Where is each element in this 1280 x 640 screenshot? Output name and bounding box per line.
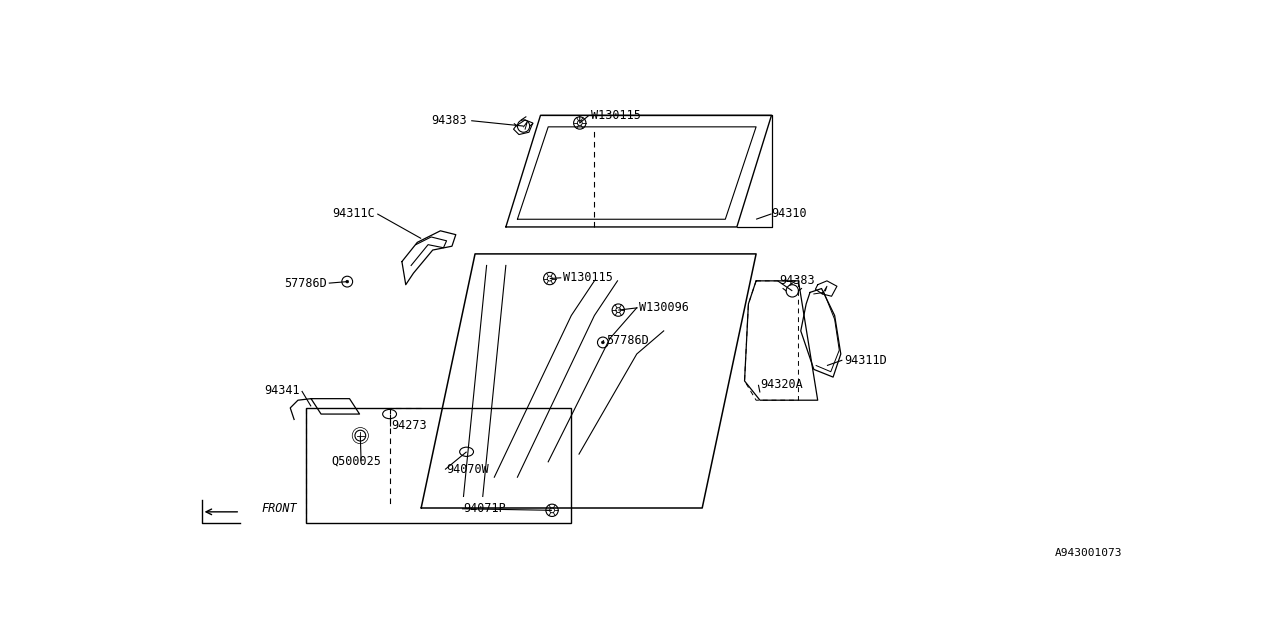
- Text: W130096: W130096: [639, 301, 689, 314]
- Text: W130115: W130115: [590, 109, 640, 122]
- Text: 94273: 94273: [392, 419, 426, 432]
- Text: 94383: 94383: [780, 275, 815, 287]
- Circle shape: [602, 341, 604, 344]
- Text: W130115: W130115: [563, 271, 613, 284]
- Text: 57786D: 57786D: [605, 333, 649, 347]
- Text: 94341: 94341: [265, 385, 301, 397]
- Text: 94070W: 94070W: [447, 463, 489, 476]
- Text: 94320A: 94320A: [760, 378, 803, 391]
- Text: 57786D: 57786D: [284, 276, 328, 290]
- Text: Q500025: Q500025: [332, 454, 381, 468]
- Text: 94311D: 94311D: [845, 354, 887, 367]
- Text: 94071P: 94071P: [463, 502, 507, 515]
- Text: FRONT: FRONT: [262, 502, 297, 515]
- Text: 94383: 94383: [431, 114, 467, 127]
- Circle shape: [346, 280, 348, 283]
- Text: 94311C: 94311C: [333, 207, 375, 220]
- Text: A943001073: A943001073: [1055, 548, 1121, 558]
- Bar: [306, 408, 571, 524]
- Text: 94310: 94310: [772, 207, 808, 220]
